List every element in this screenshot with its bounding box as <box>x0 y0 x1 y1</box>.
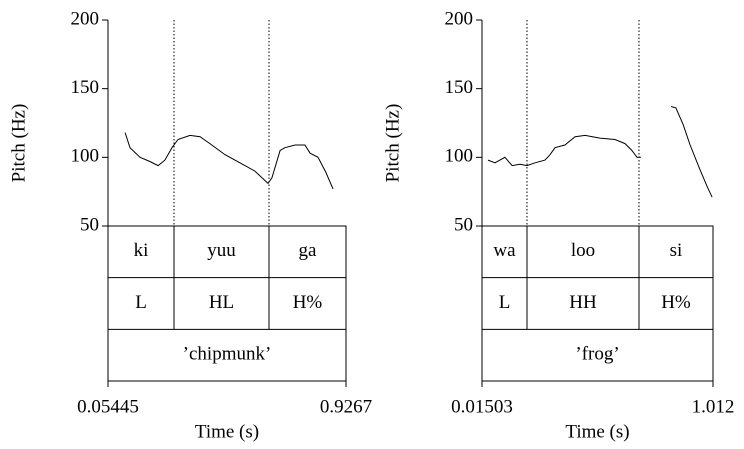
x-tick-label: 0.05445 <box>77 396 139 417</box>
interval-label: ga <box>299 240 318 261</box>
pitch-line <box>124 132 334 190</box>
x-axis-label: Time (s) <box>565 421 629 442</box>
interval-label: HH <box>569 292 597 313</box>
y-tick-label: 100 <box>445 146 474 167</box>
y-tick-label: 100 <box>71 146 100 167</box>
y-tick-label: 150 <box>445 77 474 98</box>
y-axis-label: Pitch (Hz) <box>8 104 29 183</box>
interval-label: wa <box>493 240 516 261</box>
x-axis-label: Time (s) <box>195 421 259 442</box>
y-tick-label: 50 <box>80 214 99 235</box>
interval-label: HL <box>209 292 234 313</box>
interval-label: H% <box>293 292 323 313</box>
interval-label: loo <box>571 240 595 261</box>
interval-label: ki <box>134 240 149 261</box>
x-tick-label: 1.012 <box>692 396 735 417</box>
y-axis-label: Pitch (Hz) <box>382 104 403 183</box>
interval-label: si <box>670 240 683 261</box>
interval-label: L <box>135 292 147 313</box>
tier-box <box>481 225 714 382</box>
interval-label: ’frog’ <box>575 344 619 365</box>
tier-box <box>107 225 347 382</box>
x-tick-label: 0.01503 <box>451 396 513 417</box>
interval-label: H% <box>661 292 691 313</box>
pitch-line <box>487 106 713 198</box>
x-tick-label: 0.9267 <box>320 396 372 417</box>
y-tick-label: 150 <box>71 77 100 98</box>
interval-label: ’chipmunk’ <box>183 344 272 365</box>
interval-label: yuu <box>207 240 236 261</box>
y-tick-label: 200 <box>71 8 100 29</box>
y-tick-label: 50 <box>454 214 473 235</box>
y-tick-label: 200 <box>445 8 474 29</box>
interval-label: L <box>499 292 511 313</box>
